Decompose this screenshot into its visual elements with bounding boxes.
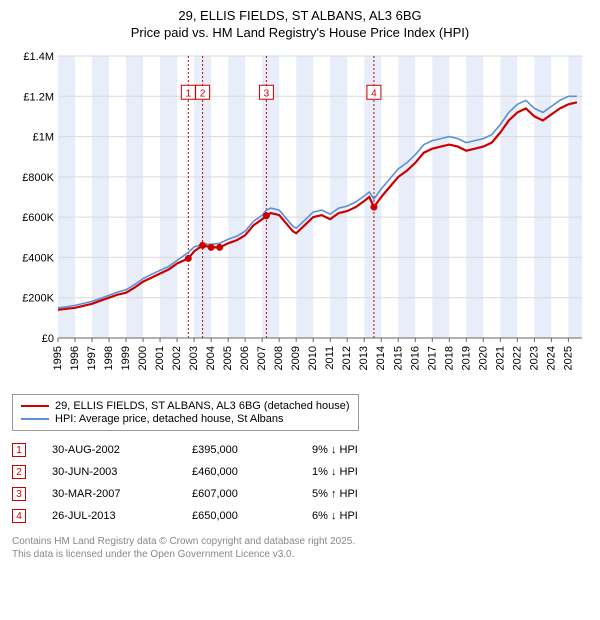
event-marker-label: 4 — [371, 88, 377, 99]
x-tick-label: 2006 — [239, 346, 251, 370]
x-tick-label: 1998 — [103, 346, 115, 370]
x-tick-label: 1997 — [86, 346, 98, 370]
event-point — [263, 212, 270, 219]
x-tick-label: 2022 — [511, 346, 523, 370]
event-diff: 6% ↓ HPI — [312, 505, 366, 527]
event-point — [185, 255, 192, 262]
legend-swatch — [21, 405, 49, 407]
shade-band — [160, 56, 177, 338]
footer-line2: This data is licensed under the Open Gov… — [12, 548, 588, 561]
event-marker-label: 3 — [264, 88, 270, 99]
x-tick-label: 2014 — [375, 346, 387, 370]
x-tick-label: 1996 — [69, 346, 81, 370]
chart-area: £0 £200K £400K £600K £800K £1M £1.2M £1.4M 12 3 4 1… — [12, 48, 588, 388]
x-tick-label: 2020 — [477, 346, 489, 370]
table-row: 2 30-JUN-2003£460,0001% ↓ HPI — [12, 461, 366, 483]
chart-title: 29, ELLIS FIELDS, ST ALBANS, AL3 6BG Pri… — [12, 8, 588, 42]
shade-band — [500, 56, 517, 338]
x-tick-label: 2016 — [409, 346, 421, 370]
x-tick-label: 2005 — [222, 346, 234, 370]
x-tick-label: 2025 — [562, 346, 574, 370]
footer-line1: Contains HM Land Registry data © Crown c… — [12, 535, 588, 548]
x-tick-label: 2003 — [188, 346, 200, 370]
x-tick-label: 2021 — [494, 346, 506, 370]
event-point — [208, 244, 215, 251]
event-date: 30-AUG-2002 — [52, 439, 192, 461]
shade-band — [534, 56, 551, 338]
shade-band — [58, 56, 75, 338]
x-tick-label: 2009 — [290, 346, 302, 370]
shade-band — [126, 56, 143, 338]
x-tick-label: 2007 — [256, 346, 268, 370]
shade-band — [296, 56, 313, 338]
x-tick-label: 2023 — [528, 346, 540, 370]
y-tick-label: £0 — [42, 333, 54, 345]
event-marker-label: 1 — [186, 88, 192, 99]
x-tick-label: 2024 — [545, 346, 557, 370]
x-tick-label: 2001 — [154, 346, 166, 370]
event-point — [199, 242, 206, 249]
table-row: 4 26-JUL-2013£650,0006% ↓ HPI — [12, 505, 366, 527]
x-tick-label: 2000 — [137, 346, 149, 370]
event-diff: 5% ↑ HPI — [312, 483, 366, 505]
y-tick-label: £1.2M — [23, 91, 54, 103]
y-tick-label: £600K — [22, 212, 54, 224]
event-price: £607,000 — [192, 483, 312, 505]
title-line1: 29, ELLIS FIELDS, ST ALBANS, AL3 6BG — [12, 8, 588, 25]
event-date: 26-JUL-2013 — [52, 505, 192, 527]
x-tick-label: 1999 — [120, 346, 132, 370]
title-line2: Price paid vs. HM Land Registry's House … — [12, 25, 588, 42]
events-table: 1 30-AUG-2002£395,0009% ↓ HPI 2 30-JUN-2003… — [12, 439, 366, 527]
event-point — [216, 244, 223, 251]
event-date: 30-MAR-2007 — [52, 483, 192, 505]
event-number-box: 4 — [12, 509, 26, 523]
event-marker-label: 2 — [200, 88, 206, 99]
event-price: £395,000 — [192, 439, 312, 461]
line-chart: £0 £200K £400K £600K £800K £1M £1.2M £1.4M 12 3 4 1… — [12, 48, 588, 388]
table-row: 1 30-AUG-2002£395,0009% ↓ HPI — [12, 439, 366, 461]
event-number-box: 2 — [12, 465, 26, 479]
x-tick-label: 2019 — [460, 346, 472, 370]
x-tick-label: 2011 — [324, 346, 336, 370]
shade-band — [398, 56, 415, 338]
legend-swatch — [21, 418, 49, 420]
event-number-box: 3 — [12, 487, 26, 501]
x-tick-label: 2008 — [273, 346, 285, 370]
legend-label: 29, ELLIS FIELDS, ST ALBANS, AL3 6BG (de… — [55, 400, 350, 412]
x-tick-label: 2012 — [341, 346, 353, 370]
event-date: 30-JUN-2003 — [52, 461, 192, 483]
event-number-box: 1 — [12, 443, 26, 457]
x-tick-label: 2004 — [205, 346, 217, 370]
y-tick-label: £800K — [22, 172, 54, 184]
shade-band — [568, 56, 582, 338]
legend-label: HPI: Average price, detached house, St A… — [55, 413, 284, 425]
x-tick-label: 2017 — [426, 346, 438, 370]
x-tick-label: 2010 — [307, 346, 319, 370]
footer-attribution: Contains HM Land Registry data © Crown c… — [12, 535, 588, 561]
y-tick-label: £1M — [33, 131, 54, 143]
shade-band — [466, 56, 483, 338]
legend-row: HPI: Average price, detached house, St A… — [21, 413, 350, 425]
x-tick-label: 2018 — [443, 346, 455, 370]
y-tick-label: £200K — [22, 292, 54, 304]
event-price: £460,000 — [192, 461, 312, 483]
event-price: £650,000 — [192, 505, 312, 527]
legend-row: 29, ELLIS FIELDS, ST ALBANS, AL3 6BG (de… — [21, 400, 350, 412]
x-tick-label: 2015 — [392, 346, 404, 370]
shade-band — [330, 56, 347, 338]
table-row: 3 30-MAR-2007£607,0005% ↑ HPI — [12, 483, 366, 505]
shade-band — [228, 56, 245, 338]
event-diff: 9% ↓ HPI — [312, 439, 366, 461]
x-tick-label: 1995 — [52, 346, 64, 370]
event-diff: 1% ↓ HPI — [312, 461, 366, 483]
shade-band — [432, 56, 449, 338]
event-point — [370, 203, 377, 210]
x-tick-label: 2013 — [358, 346, 370, 370]
legend: 29, ELLIS FIELDS, ST ALBANS, AL3 6BG (de… — [12, 394, 359, 431]
y-tick-label: £1.4M — [23, 51, 54, 63]
y-tick-label: £400K — [22, 252, 54, 264]
x-tick-label: 2002 — [171, 346, 183, 370]
